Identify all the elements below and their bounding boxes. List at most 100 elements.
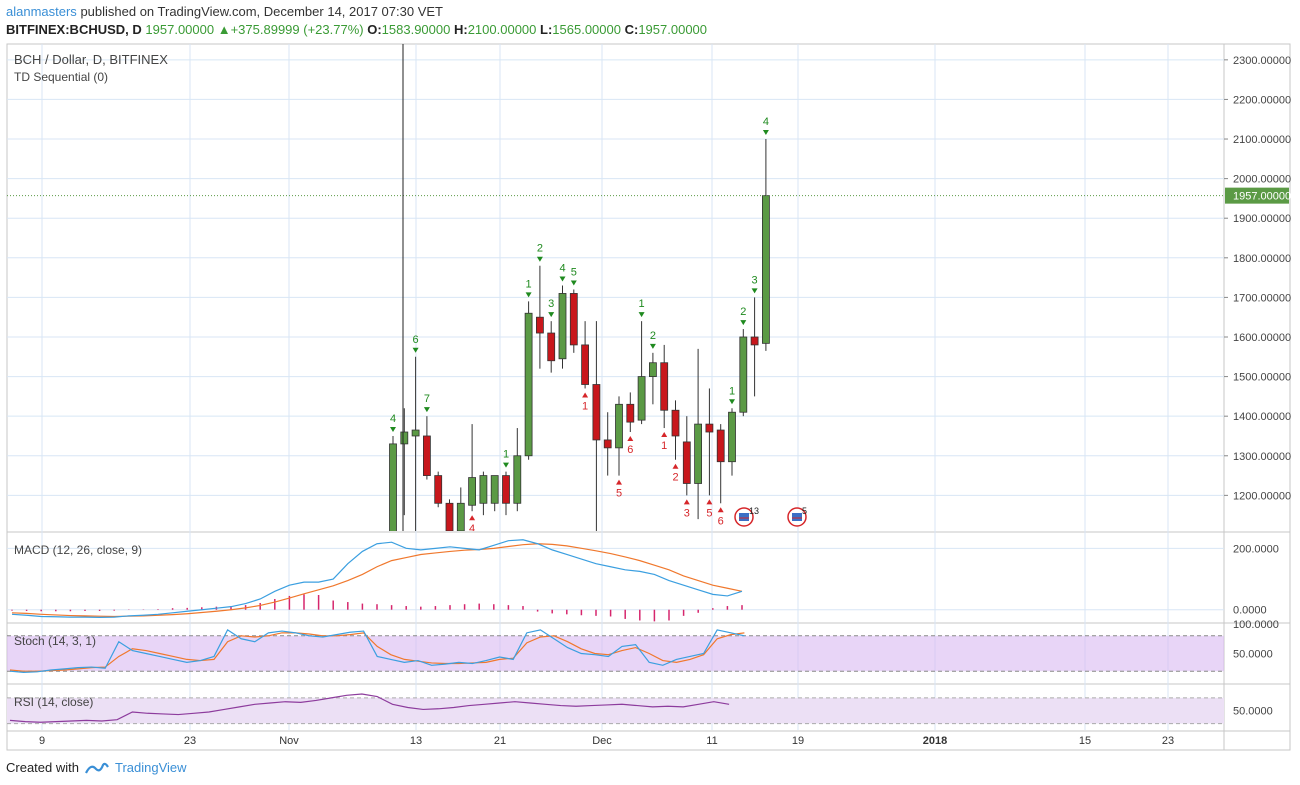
td-count-label: 6 — [413, 334, 419, 346]
candle-body — [558, 293, 567, 360]
time-axis-label: 23 — [184, 735, 196, 747]
td-count-label: 7 — [424, 393, 430, 405]
td-count-label: 4 — [469, 523, 475, 535]
candle-body — [637, 376, 646, 421]
td-arrow-up-icon — [616, 479, 622, 485]
candle-body — [671, 409, 680, 437]
td-sequential-label: TD Sequential (0) — [14, 70, 109, 84]
time-axis-label: 23 — [1162, 735, 1174, 747]
price-axis-label: 1500.00000 — [1233, 372, 1291, 384]
td-count-label: 4 — [763, 116, 769, 128]
time-axis-label: 21 — [494, 735, 506, 747]
author-link[interactable]: alanmasters — [6, 4, 77, 19]
time-axis-label: Nov — [279, 735, 299, 747]
price-axis-label: 1900.00000 — [1233, 213, 1291, 225]
td-count-label: 5 — [706, 507, 712, 519]
td-count-label: 4 — [390, 413, 396, 425]
candle-body — [694, 423, 702, 484]
stoch-pane-title: Stoch (14, 3, 1) — [14, 634, 97, 648]
last-price-tag — [1225, 187, 1289, 204]
candle-body — [660, 362, 669, 411]
candle-body — [739, 336, 748, 413]
footer: Created with TradingView — [6, 760, 187, 775]
td-arrow-up-icon — [469, 515, 476, 521]
candle-body — [434, 475, 443, 504]
candle-body — [411, 429, 420, 437]
price-axis-label: 2200.00000 — [1233, 94, 1291, 106]
td-count-label: 2 — [740, 306, 746, 318]
td-count-label: 1 — [639, 298, 645, 310]
td-count-label: 1 — [729, 385, 735, 397]
macd-axis-label: 0.0000 — [1233, 605, 1267, 617]
candle-body — [750, 336, 759, 346]
candle-body — [649, 362, 657, 377]
td-count-label: 1 — [503, 449, 509, 461]
td-arrow-down-icon — [525, 292, 532, 298]
td-arrow-down-icon — [751, 288, 758, 294]
td-arrow-up-icon — [706, 499, 713, 505]
price-axis-label: 2000.00000 — [1233, 174, 1291, 186]
td-count-label: 6 — [627, 444, 633, 456]
time-axis-label: 13 — [410, 735, 422, 747]
close-value: 1957.00000 — [638, 22, 708, 37]
td-arrow-up-icon — [582, 392, 589, 398]
candle-body — [716, 429, 725, 463]
td-arrow-down-icon — [740, 320, 747, 326]
td-arrow-down-icon — [536, 256, 543, 262]
price-change: +375.89999 (+23.77%) — [230, 22, 364, 37]
macd-axis-label: 200.0000 — [1233, 543, 1279, 555]
time-axis-label: 19 — [792, 735, 804, 747]
td-count-label: 1 — [582, 400, 588, 412]
time-axis-label: 11 — [706, 735, 717, 747]
created-with-text: Created with — [6, 760, 79, 775]
candle-body — [536, 316, 544, 334]
candle-body — [728, 411, 736, 463]
chart-frame — [6, 43, 1291, 751]
candle-body — [547, 332, 556, 362]
td-arrow-down-icon — [638, 312, 645, 318]
last-price-tag-label: 1957.00000 — [1233, 191, 1291, 203]
publication-text: published on TradingView.com, December 1… — [80, 4, 443, 19]
candle-body — [569, 293, 578, 346]
td-arrow-down-icon — [390, 426, 396, 432]
candle-body — [479, 475, 488, 504]
close-label: C: — [624, 22, 639, 37]
td-arrow-down-icon — [423, 407, 430, 413]
price-axis-label: 1800.00000 — [1233, 253, 1291, 265]
candle-body — [400, 431, 409, 445]
candle-body — [389, 443, 397, 531]
low-value: 1565.00000 — [552, 22, 621, 37]
td-arrow-down-icon — [762, 130, 769, 136]
candle-body — [592, 384, 601, 441]
open-label: O: — [367, 22, 382, 37]
event-badge-count: 5 — [802, 506, 807, 516]
stoch-k-line — [9, 629, 745, 673]
stoch-axis-label: 50.0000 — [1233, 649, 1273, 661]
td-arrow-down-icon — [548, 312, 555, 318]
last-price: 1957.00000 — [145, 22, 215, 37]
price-axis-label: 1400.00000 — [1233, 411, 1291, 423]
candle-body — [490, 475, 499, 504]
tradingview-logo-icon — [85, 762, 109, 774]
stoch-band — [7, 635, 1224, 672]
td-arrow-up-icon — [683, 499, 690, 505]
td-count-label: 5 — [571, 266, 577, 278]
tradingview-brand-link[interactable]: TradingView — [114, 760, 187, 775]
td-count-label: 2 — [672, 472, 678, 484]
td-arrow-down-icon — [412, 347, 419, 353]
price-axis-label: 1600.00000 — [1233, 332, 1291, 344]
candle-body — [445, 502, 454, 531]
td-count-label: 3 — [684, 507, 690, 519]
time-axis-label: 2018 — [923, 735, 947, 747]
td-arrow-down-icon — [649, 343, 656, 349]
candle-body — [615, 403, 623, 449]
td-count-label: 3 — [548, 298, 554, 310]
candle-body — [456, 502, 465, 531]
macd-line — [11, 539, 743, 618]
rsi-axis-label: 50.0000 — [1233, 706, 1273, 718]
price-axis-label: 2100.00000 — [1233, 134, 1291, 146]
td-arrow-down-icon — [503, 462, 509, 468]
candles-group: 46714112345125612123561234 — [389, 116, 770, 535]
low-label: L: — [540, 22, 553, 37]
price-axis-label: 1200.00000 — [1233, 490, 1291, 502]
